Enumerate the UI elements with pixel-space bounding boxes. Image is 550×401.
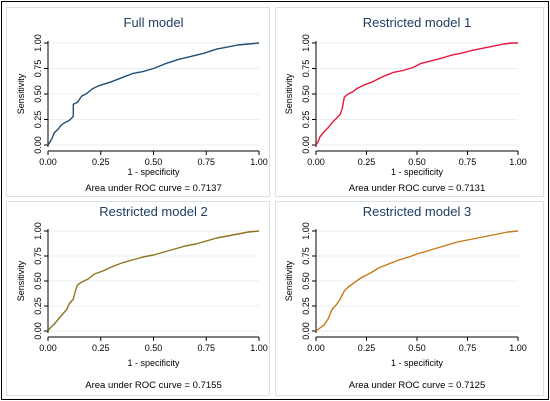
panel-2-y-tick-label: 0.25 [301, 111, 311, 129]
panel-1-y-axis-label: Sensitivity [16, 73, 26, 114]
panel-1-y-tick-label: 0.00 [33, 136, 43, 154]
panel-2-title: Restricted model 1 [363, 15, 471, 30]
panel-2-y-axis-label: Sensitivity [284, 73, 294, 114]
panel-3-y-axis-label: Sensitivity [16, 260, 26, 301]
panel-4-y-axis-label: Sensitivity [284, 260, 294, 301]
panel-4-y-tick-label: 0.75 [301, 247, 311, 265]
panel-1-y-tick-label: 0.25 [33, 111, 43, 129]
panel-3-auc-note: Area under ROC curve = 0.7155 [85, 380, 222, 391]
panel-3-frame [6, 201, 270, 396]
panel-4-auc-note: Area under ROC curve = 0.7125 [349, 380, 486, 391]
panel-2-x-tick-label: 0.50 [408, 157, 426, 167]
panel-3-x-tick-label: 0.50 [145, 343, 163, 353]
panel-3-x-axis-label: 1 - specificity [127, 358, 180, 368]
panel-2-x-tick-label: 0.25 [358, 157, 376, 167]
panel-4-x-tick-label: 0.75 [459, 343, 477, 353]
panel-1-frame [6, 7, 270, 197]
panel-4-x-tick-label: 0.50 [408, 343, 426, 353]
panel-1-x-tick-label: 0.75 [197, 157, 215, 167]
panel-3-title: Restricted model 2 [99, 204, 207, 219]
panel-3-y-tick-label: 0.75 [33, 247, 43, 265]
panel-4-frame [275, 201, 544, 396]
panel-2-y-tick-label: 1.00 [301, 34, 311, 52]
panel-3-y-tick-label: 0.25 [33, 297, 43, 315]
panel-4-y-tick-label: 0.00 [301, 322, 311, 340]
panel-2-x-tick-label: 0.00 [307, 157, 325, 167]
panel-1-x-axis-label: 1 - specificity [127, 167, 180, 177]
panel-2-x-tick-label: 1.00 [509, 157, 527, 167]
panel-3-x-tick-label: 0.75 [197, 343, 215, 353]
panel-1-x-tick-label: 1.00 [250, 157, 268, 167]
panel-1-auc-note: Area under ROC curve = 0.7137 [85, 183, 222, 194]
panel-3-x-tick-label: 1.00 [250, 343, 268, 353]
panel-4-x-tick-label: 1.00 [509, 343, 527, 353]
panel-4-y-tick-label: 1.00 [301, 222, 311, 240]
panel-3-y-tick-label: 1.00 [33, 222, 43, 240]
panel-3-x-tick-label: 0.00 [39, 343, 57, 353]
panel-2-x-tick-label: 0.75 [459, 157, 477, 167]
panel-1-x-tick-label: 0.50 [145, 157, 163, 167]
panel-4-y-tick-label: 0.25 [301, 297, 311, 315]
panel-4-x-tick-label: 0.00 [307, 343, 325, 353]
panel-1-y-tick-label: 0.50 [33, 85, 43, 103]
panel-3-x-tick-label: 0.25 [92, 343, 110, 353]
panel-1-x-tick-label: 0.25 [92, 157, 110, 167]
panel-1-roc-curve [47, 42, 260, 146]
panel-3-roc-curve [47, 230, 260, 332]
panel-4-x-axis-label: 1 - specificity [391, 358, 444, 368]
panel-1-y-tick-label: 0.75 [33, 60, 43, 78]
panel-2-x-axis-label: 1 - specificity [391, 167, 444, 177]
panel-2-auc-note: Area under ROC curve = 0.7131 [349, 183, 486, 194]
panel-2-frame [275, 7, 544, 197]
panel-3-y-tick-label: 0.00 [33, 322, 43, 340]
panel-4-x-tick-label: 0.25 [358, 343, 376, 353]
panel-2-roc-curve [315, 42, 518, 146]
panel-2-y-tick-label: 0.50 [301, 85, 311, 103]
panel-2-y-tick-label: 0.00 [301, 136, 311, 154]
panel-1-x-tick-label: 0.00 [39, 157, 57, 167]
panel-2-y-tick-label: 0.75 [301, 60, 311, 78]
panel-1-y-tick-label: 1.00 [33, 34, 43, 52]
panel-4-y-tick-label: 0.50 [301, 272, 311, 290]
panel-4-title: Restricted model 3 [363, 204, 471, 219]
panel-4-roc-curve [315, 230, 519, 332]
panel-1-title: Full model [124, 15, 184, 30]
panel-3-y-tick-label: 0.50 [33, 272, 43, 290]
